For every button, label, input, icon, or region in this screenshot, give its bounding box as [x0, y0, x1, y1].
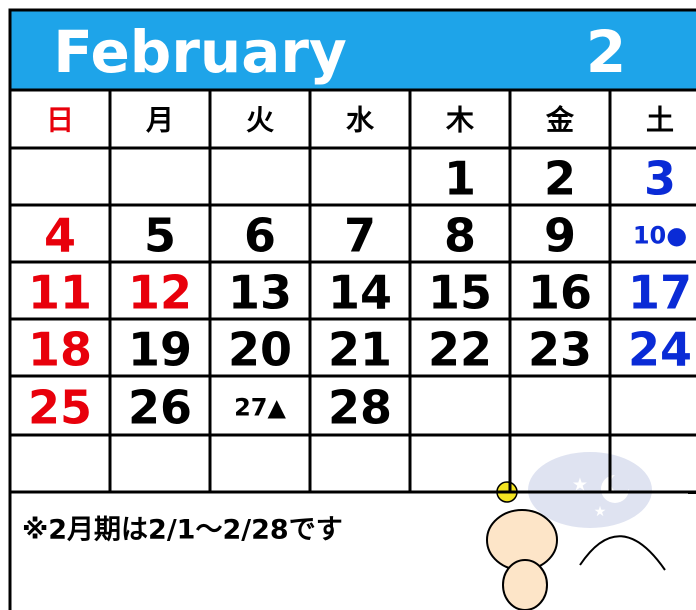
month-title: February — [53, 18, 347, 86]
day: 9 — [544, 209, 576, 263]
day: 25 — [28, 381, 92, 435]
illustration: ★ ★ — [486, 452, 696, 610]
day: 15 — [428, 266, 492, 320]
day: 27▲ — [234, 394, 286, 422]
day: 23 — [528, 323, 592, 377]
day: 26 — [128, 381, 192, 435]
day: 21 — [328, 323, 392, 377]
day: 13 — [228, 266, 292, 320]
day: 12 — [128, 266, 192, 320]
day: 5 — [144, 209, 176, 263]
day: 18 — [28, 323, 92, 377]
day: 7 — [344, 209, 376, 263]
weekday: 金 — [545, 104, 575, 137]
day: 1 — [444, 152, 476, 206]
day: 20 — [228, 323, 292, 377]
month-number: 2 — [586, 18, 626, 86]
weekday: 土 — [646, 104, 674, 137]
day: 2 — [544, 152, 576, 206]
day: 14 — [328, 266, 392, 320]
day: 24 — [628, 323, 692, 377]
weekday: 水 — [346, 104, 375, 137]
day: 11 — [28, 266, 92, 320]
weekday: 木 — [445, 104, 474, 137]
svg-text:★: ★ — [594, 504, 607, 520]
weekday: 日 — [46, 104, 74, 137]
weekday: 火 — [246, 104, 274, 137]
day: 22 — [428, 323, 492, 377]
weekday: 月 — [145, 104, 174, 137]
day: 4 — [44, 209, 76, 263]
day: 28 — [328, 381, 392, 435]
day: 16 — [528, 266, 592, 320]
day: 8 — [444, 209, 476, 263]
day: 3 — [644, 152, 676, 206]
day: 10● — [633, 222, 687, 250]
day: 17 — [628, 266, 692, 320]
svg-text:★: ★ — [572, 475, 588, 496]
day: 19 — [128, 323, 192, 377]
note: ※2月期は2/1〜2/28です — [22, 515, 343, 546]
day: 6 — [244, 209, 276, 263]
